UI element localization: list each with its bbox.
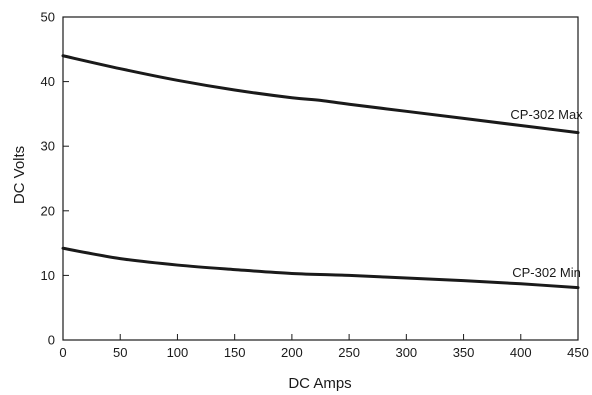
x-tick-label: 250 — [338, 345, 360, 360]
plot-border — [62, 16, 579, 341]
series-line-cp-302-max — [61, 54, 580, 135]
series-labels: CP-302 Max CP-302 Min — [510, 107, 583, 280]
y-tick-label: 10 — [41, 268, 55, 283]
x-tick-label: 200 — [281, 345, 303, 360]
x-tick-label: 400 — [510, 345, 532, 360]
x-tick-label: 300 — [395, 345, 417, 360]
series-lines — [61, 54, 580, 290]
x-tick-label: 150 — [224, 345, 246, 360]
plot-frame — [62, 16, 579, 341]
y-tick-label: 30 — [41, 139, 55, 154]
x-tick-label: 450 — [567, 345, 589, 360]
series-label-cp-302-max: CP-302 Max — [510, 107, 583, 122]
x-tick-label: 50 — [113, 345, 127, 360]
series-label-cp-302-min: CP-302 Min — [512, 265, 581, 280]
x-tick-label: 0 — [59, 345, 66, 360]
y-axis-ticks: 0 10 20 30 40 50 — [41, 10, 69, 348]
y-tick-label: 0 — [48, 333, 55, 348]
x-tick-label: 350 — [453, 345, 475, 360]
x-axis-ticks: 0 50 100 150 200 250 300 350 400 450 — [59, 334, 589, 360]
y-tick-label: 20 — [41, 203, 55, 218]
y-tick-label: 40 — [41, 74, 55, 89]
y-axis-label: DC Volts — [11, 146, 28, 204]
x-tick-label: 100 — [167, 345, 189, 360]
x-axis-label: DC Amps — [288, 375, 351, 392]
series-line-cp-302-min — [61, 246, 580, 290]
y-tick-label: 50 — [41, 10, 55, 25]
